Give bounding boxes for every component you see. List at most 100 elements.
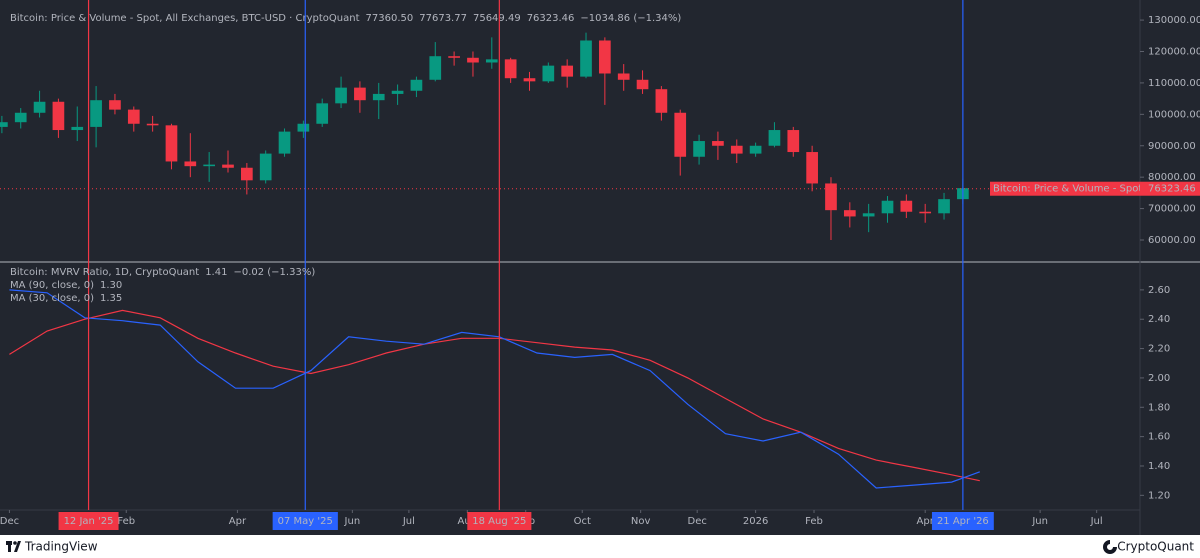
candle-body bbox=[184, 161, 197, 167]
footer-right: CryptoQuant bbox=[1117, 540, 1194, 554]
candle-body bbox=[278, 131, 291, 154]
last-price-name-box bbox=[990, 181, 1140, 196]
x-tick-label: Oct bbox=[574, 516, 591, 527]
pane-title: Bitcoin: MVRV Ratio, 1D, CryptoQuant bbox=[10, 267, 199, 278]
footer-left: TradingView bbox=[24, 540, 98, 554]
candle-body bbox=[410, 79, 423, 91]
plot-layer: 60000.00 70000.00 80000.00 90000.00 100000.0… bbox=[0, 0, 1200, 530]
x-tick-label: Jun bbox=[344, 516, 361, 527]
candle-body bbox=[203, 164, 215, 167]
y-tick-label: 110000.00 bbox=[1148, 78, 1200, 89]
candle-body bbox=[655, 89, 668, 113]
footer-background bbox=[0, 535, 1200, 558]
x-tick-label: Jun bbox=[1031, 516, 1048, 527]
y-tick-label: 100000.00 bbox=[1148, 109, 1200, 120]
header-close: 76323.46 bbox=[527, 13, 575, 24]
candle-body bbox=[881, 200, 894, 214]
candle-body bbox=[825, 183, 837, 211]
x-tick-label: Apr bbox=[229, 516, 247, 527]
x-tick-label: Jul bbox=[402, 516, 415, 527]
legend-value: 1.30 bbox=[100, 280, 122, 291]
candle-body bbox=[467, 57, 479, 63]
marker-label: 07 May '25 bbox=[278, 516, 333, 527]
candle-body bbox=[146, 123, 159, 126]
candle-body bbox=[636, 79, 649, 90]
x-tick-label: Feb bbox=[805, 516, 823, 527]
x-tick-label: 2026 bbox=[743, 516, 768, 527]
candle-body bbox=[862, 213, 875, 217]
legend-label: MA (90, close, 0) bbox=[10, 280, 94, 291]
y-tick-label: 70000.00 bbox=[1148, 204, 1196, 215]
chart-background bbox=[0, 0, 1200, 535]
candle-body bbox=[580, 40, 592, 77]
candle-body bbox=[71, 126, 84, 131]
y-tick-label: 120000.00 bbox=[1148, 46, 1200, 57]
y-tick-label: 2.00 bbox=[1148, 373, 1170, 384]
y-tick-label: 2.60 bbox=[1148, 285, 1170, 296]
candle-body bbox=[127, 109, 140, 124]
candle-body bbox=[768, 130, 781, 146]
x-tick-label: Feb bbox=[117, 516, 135, 527]
pane-title: Bitcoin: Price & Volume - Spot, All Exch… bbox=[10, 13, 360, 24]
candle-body bbox=[354, 87, 366, 101]
marker-label: 18 Aug '25 bbox=[472, 516, 526, 527]
header-value: 1.41 bbox=[205, 267, 227, 278]
x-tick-label: Jul bbox=[1090, 516, 1103, 527]
candle-body bbox=[617, 73, 630, 80]
candle-body bbox=[542, 65, 555, 82]
candle-body bbox=[372, 93, 385, 101]
cryptoquant-logo bbox=[1103, 540, 1117, 554]
header-change: −1034.86 (−1.34%) bbox=[580, 13, 681, 24]
candle-body bbox=[561, 65, 574, 77]
y-tick-label: 60000.00 bbox=[1148, 235, 1196, 246]
marker-box bbox=[931, 512, 994, 530]
candle-body bbox=[806, 152, 818, 184]
candle-body bbox=[241, 167, 253, 181]
candle-body bbox=[335, 87, 347, 104]
marker-box bbox=[272, 512, 338, 530]
x-tick-label: Dec bbox=[688, 516, 707, 527]
candle-body bbox=[391, 90, 404, 94]
candle-body bbox=[222, 164, 234, 168]
y-tick-label: 2.40 bbox=[1148, 314, 1170, 325]
candle-body bbox=[165, 125, 178, 162]
candle-body bbox=[90, 100, 102, 127]
y-tick-label: 2.20 bbox=[1148, 344, 1170, 355]
x-tick-label: Apr bbox=[917, 516, 935, 527]
header-low: 75649.49 bbox=[473, 13, 521, 24]
candle-body bbox=[316, 103, 329, 124]
candle-body bbox=[674, 112, 687, 157]
marker-label: 21 Apr '26 bbox=[937, 516, 989, 527]
candle-body bbox=[523, 78, 536, 82]
candle-body bbox=[33, 101, 46, 113]
candle-body bbox=[0, 122, 8, 127]
x-tick-label: Nov bbox=[631, 516, 651, 527]
marker-box bbox=[58, 512, 119, 530]
header-change: −0.02 (−1.33%) bbox=[233, 267, 315, 278]
candle-body bbox=[938, 199, 950, 214]
legend-value: 1.35 bbox=[100, 293, 122, 304]
marker-label: 12 Jan '25 bbox=[64, 516, 114, 527]
y-tick-label: 90000.00 bbox=[1148, 141, 1196, 152]
candle-body bbox=[599, 40, 611, 74]
y-tick-label: 80000.00 bbox=[1148, 172, 1196, 183]
candle-body bbox=[504, 59, 517, 79]
last-price-box bbox=[1140, 181, 1200, 196]
tradingview-logo bbox=[6, 541, 21, 552]
candle-body bbox=[109, 100, 121, 110]
candle-body bbox=[448, 56, 460, 58]
header-open: 77360.50 bbox=[366, 13, 414, 24]
candle-body bbox=[693, 141, 705, 157]
y-tick-label: 1.40 bbox=[1148, 461, 1170, 472]
y-tick-label: 130000.00 bbox=[1148, 15, 1200, 26]
candle-body bbox=[730, 145, 743, 154]
candle-body bbox=[749, 145, 762, 154]
candle-body bbox=[712, 141, 724, 146]
candle-body bbox=[429, 56, 442, 80]
candle-body bbox=[259, 153, 272, 181]
candle-body bbox=[900, 200, 913, 212]
candle-body bbox=[297, 123, 310, 132]
candle-body bbox=[843, 210, 856, 217]
y-tick-label: 1.60 bbox=[1148, 432, 1170, 443]
